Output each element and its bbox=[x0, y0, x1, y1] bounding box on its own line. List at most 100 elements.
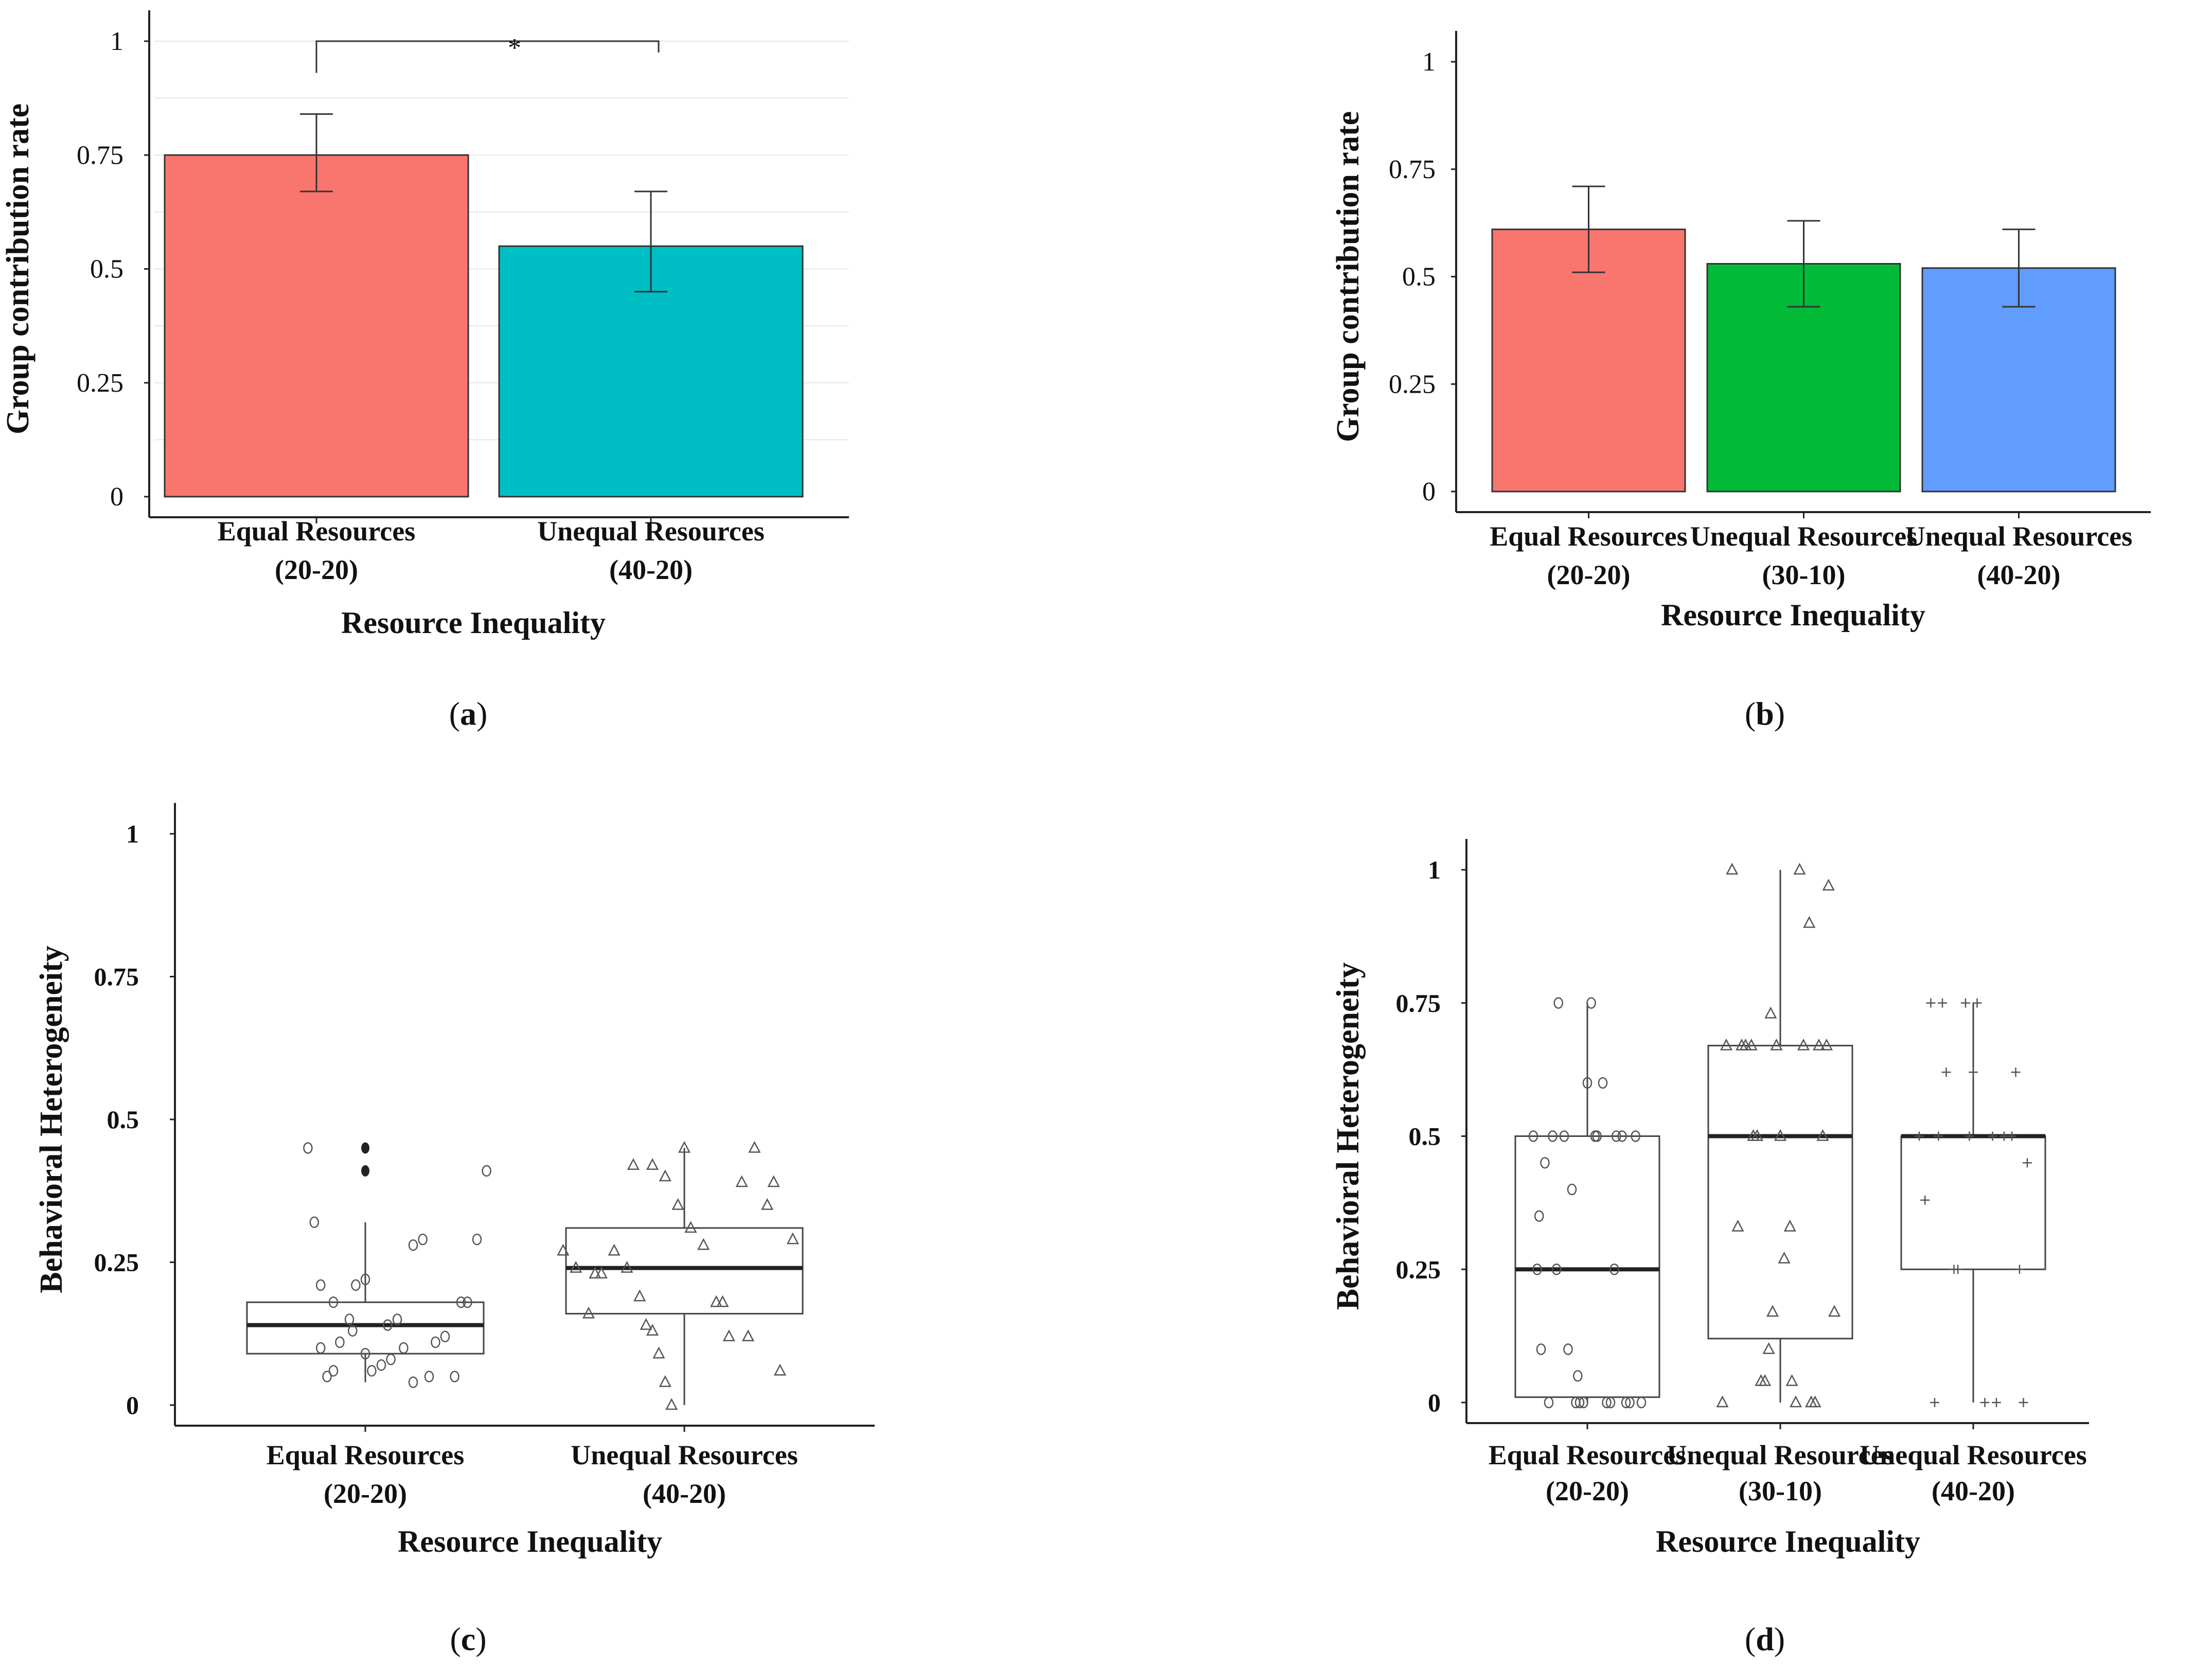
point-d bbox=[1764, 1006, 1777, 1019]
point-d bbox=[1567, 1183, 1577, 1196]
point-c bbox=[328, 1365, 339, 1377]
y-axis-label-c: Behavioral Heterogeneity bbox=[34, 945, 69, 1293]
point-d bbox=[1789, 1395, 1802, 1408]
y-tick-label-c: 0.25 bbox=[94, 1248, 139, 1277]
point-d bbox=[1544, 1396, 1554, 1409]
x-tick-label-sub-d: (20-20) bbox=[1546, 1476, 1629, 1506]
point-d bbox=[1625, 1396, 1635, 1409]
y-tick-label-b: 0.25 bbox=[1389, 370, 1436, 399]
point-d bbox=[1739, 1038, 1752, 1050]
point-d bbox=[2023, 1158, 2032, 1168]
point-d bbox=[1573, 1370, 1583, 1382]
point-d bbox=[1965, 1131, 1974, 1141]
y-tick-label-c: 0.5 bbox=[107, 1105, 139, 1134]
chart-a: 0 0.25 0.5 0.75 1 Group contribution rate Equa… bbox=[0, 0, 1029, 669]
point-d bbox=[1540, 1157, 1550, 1169]
point-d bbox=[1582, 1077, 1592, 1089]
outlier-c-0 bbox=[361, 1142, 369, 1154]
y-axis-label-d: Behavioral Heterogeneity bbox=[1331, 962, 1366, 1310]
y-tick-label-a: 0.5 bbox=[90, 255, 123, 284]
y-tick-label-b: 1 bbox=[1422, 47, 1436, 77]
point-c bbox=[408, 1239, 418, 1251]
point-c bbox=[652, 1346, 665, 1359]
point-d bbox=[1828, 1305, 1841, 1317]
x-tick-label-sub-b: (30-10) bbox=[1762, 559, 1846, 590]
y-tick-label-b: 0.5 bbox=[1402, 262, 1436, 292]
point-d bbox=[1631, 1130, 1640, 1142]
x-axis-label-b: Resource Inequality bbox=[1661, 598, 1925, 632]
significance-bracket-a bbox=[315, 40, 660, 73]
point-c bbox=[640, 1318, 652, 1330]
x-tick-label-sub-b: (20-20) bbox=[1547, 559, 1631, 590]
caption-d: (d) bbox=[1744, 1621, 1785, 1657]
x-tick-label-d: Unequal Resources bbox=[1667, 1440, 1894, 1470]
point-d bbox=[1559, 1130, 1569, 1142]
point-c bbox=[570, 1260, 582, 1273]
point-d bbox=[1804, 1395, 1818, 1408]
x-tick-label-a: Equal Resources bbox=[218, 516, 416, 547]
point-d bbox=[1797, 1038, 1810, 1050]
point-d bbox=[1553, 997, 1563, 1009]
y-axis-label-b: Group contribution rate bbox=[1331, 111, 1366, 442]
y-tick-label-d: 0.25 bbox=[1396, 1255, 1441, 1284]
point-c bbox=[646, 1324, 659, 1336]
point-c bbox=[582, 1306, 595, 1319]
point-c bbox=[376, 1359, 386, 1371]
point-c bbox=[351, 1279, 361, 1291]
point-c bbox=[386, 1353, 396, 1365]
point-d bbox=[1972, 998, 1982, 1008]
chart-c-svg: 0 0.25 0.5 0.75 1 Behavioral Heterogeneity Equ… bbox=[34, 803, 875, 1558]
point-d bbox=[1731, 1219, 1744, 1232]
point-d bbox=[1716, 1395, 1729, 1408]
point-d bbox=[1590, 1130, 1600, 1142]
y-tick-label-a: 0.25 bbox=[77, 369, 123, 398]
point-c bbox=[595, 1267, 608, 1278]
point-d bbox=[2019, 1398, 2028, 1407]
point-c bbox=[710, 1295, 723, 1307]
x-tick-label-a: Unequal Resources bbox=[537, 516, 765, 547]
x-tick-label-c: Equal Resources bbox=[267, 1440, 465, 1470]
point-c bbox=[646, 1158, 659, 1170]
point-c bbox=[347, 1325, 358, 1337]
x-tick-label-b: Equal Resources bbox=[1490, 521, 1688, 552]
point-c bbox=[431, 1336, 440, 1348]
point-d bbox=[1586, 997, 1596, 1009]
caption-c: (c) bbox=[450, 1621, 487, 1657]
point-d bbox=[1636, 1396, 1647, 1409]
point-d bbox=[1563, 1343, 1573, 1355]
y-tick-label-a: 0 bbox=[110, 482, 123, 512]
box-d-1 bbox=[1707, 1045, 1853, 1340]
point-c bbox=[589, 1267, 601, 1278]
point-c bbox=[328, 1296, 339, 1308]
point-c bbox=[315, 1279, 326, 1291]
x-tick-label-b: Unequal Resources bbox=[1905, 521, 2133, 552]
point-c bbox=[557, 1243, 570, 1256]
point-d bbox=[1536, 1343, 1546, 1355]
point-d bbox=[1758, 1374, 1772, 1386]
point-c bbox=[450, 1371, 459, 1382]
point-c bbox=[399, 1342, 409, 1354]
point-c bbox=[735, 1175, 748, 1187]
x-tick-label-sub-b: (40-20) bbox=[1977, 559, 2061, 590]
y-tick-label-d: 0 bbox=[1428, 1388, 1441, 1417]
x-axis-label-c: Resource Inequality bbox=[398, 1524, 662, 1558]
point-c bbox=[633, 1289, 646, 1302]
point-c bbox=[367, 1365, 377, 1377]
point-d bbox=[1548, 1130, 1558, 1142]
point-d bbox=[1770, 1038, 1783, 1050]
point-c bbox=[659, 1375, 671, 1387]
caption-b: (b) bbox=[1744, 695, 1785, 732]
point-c bbox=[440, 1330, 450, 1343]
point-c bbox=[671, 1198, 684, 1210]
point-c bbox=[315, 1342, 326, 1354]
point-d bbox=[1532, 1264, 1542, 1275]
point-c bbox=[748, 1141, 761, 1153]
point-c bbox=[716, 1295, 729, 1307]
x-axis-label-a: Resource Inequality bbox=[341, 606, 606, 640]
point-c bbox=[463, 1296, 472, 1308]
x-tick-label-sub-a: (40-20) bbox=[609, 554, 693, 585]
y-tick-label-a: 1 bbox=[110, 27, 123, 56]
y-tick-label-a: 0.75 bbox=[77, 141, 123, 170]
point-d bbox=[1551, 1264, 1562, 1275]
point-d bbox=[1602, 1396, 1612, 1409]
